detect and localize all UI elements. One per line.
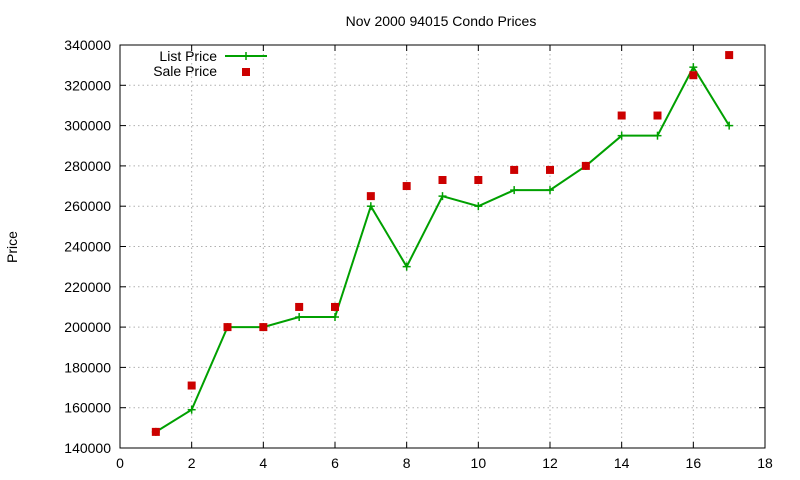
- grid: [120, 45, 765, 448]
- sale-price-point: [689, 71, 698, 80]
- sale-price-point: [366, 192, 375, 201]
- sale-price-point: [295, 302, 304, 311]
- sale-price-point: [187, 381, 196, 390]
- sale-price-point: [617, 111, 626, 120]
- y-tick-label: 260000: [64, 198, 111, 214]
- x-tick-label: 4: [259, 455, 267, 471]
- x-tick-label: 10: [471, 455, 487, 471]
- sale-price-point: [151, 427, 160, 436]
- y-tick-label: 280000: [64, 158, 111, 174]
- sale-price-point: [725, 51, 734, 60]
- list-price-point: [510, 186, 519, 195]
- list-price-point: [653, 131, 662, 140]
- list-price-point: [331, 313, 339, 322]
- series: [151, 51, 734, 436]
- x-tick-label: 6: [331, 455, 339, 471]
- sale-price-point: [474, 176, 483, 185]
- y-tick-label: 180000: [64, 359, 111, 375]
- sale-price-point: [402, 182, 411, 191]
- list-price-point: [617, 131, 626, 140]
- y-tick-label: 320000: [64, 77, 111, 93]
- y-tick-label: 300000: [64, 118, 111, 134]
- x-tick-label: 14: [614, 455, 630, 471]
- list-price-line: [155, 65, 731, 433]
- list-price-point: [187, 405, 196, 414]
- x-tick-label: 2: [188, 455, 196, 471]
- y-tick-label: 220000: [64, 279, 111, 295]
- list-price-point: [366, 202, 375, 211]
- list-price-point: [438, 192, 447, 201]
- list-price-point: [725, 121, 734, 130]
- y-axis: 140000 160000 180000 200000 220000 240000 2600…: [64, 37, 765, 456]
- y-axis-label: Price: [4, 231, 20, 263]
- sale-price-point: [653, 111, 662, 120]
- sale-price-point: [510, 165, 519, 174]
- x-axis: 0 2 4 6 8 10 12 14 16 18: [116, 45, 773, 471]
- legend-marker-list-price: [242, 52, 250, 60]
- list-price-point: [295, 313, 304, 322]
- list-price-point: [474, 202, 483, 211]
- y-tick-label: 160000: [64, 400, 111, 416]
- x-tick-label: 8: [403, 455, 411, 471]
- x-tick-label: 12: [542, 455, 558, 471]
- legend-marker-sale-price: [242, 68, 250, 76]
- legend-label-sale-price: Sale Price: [153, 63, 217, 79]
- chart-title: Nov 2000 94015 Condo Prices: [346, 13, 537, 29]
- y-tick-label: 200000: [64, 319, 111, 335]
- x-tick-label: 0: [116, 455, 124, 471]
- y-tick-label: 240000: [64, 239, 111, 255]
- legend-label-list-price: List Price: [159, 48, 217, 64]
- legend: List Price Sale Price: [153, 48, 267, 79]
- sale-price-point: [438, 176, 447, 185]
- sale-price-point: [259, 323, 268, 332]
- sale-price-point: [581, 161, 590, 170]
- sale-price-point: [223, 323, 232, 332]
- sale-price-point: [546, 165, 554, 174]
- plot-frame: [119, 44, 766, 449]
- x-tick-label: 16: [686, 455, 702, 471]
- y-tick-label: 140000: [64, 440, 111, 456]
- sale-price-point: [331, 302, 339, 311]
- list-price-point: [689, 63, 698, 72]
- list-price-point: [546, 186, 554, 195]
- x-tick-label: 18: [757, 455, 773, 471]
- list-price-point: [402, 262, 411, 271]
- y-tick-label: 340000: [64, 37, 111, 53]
